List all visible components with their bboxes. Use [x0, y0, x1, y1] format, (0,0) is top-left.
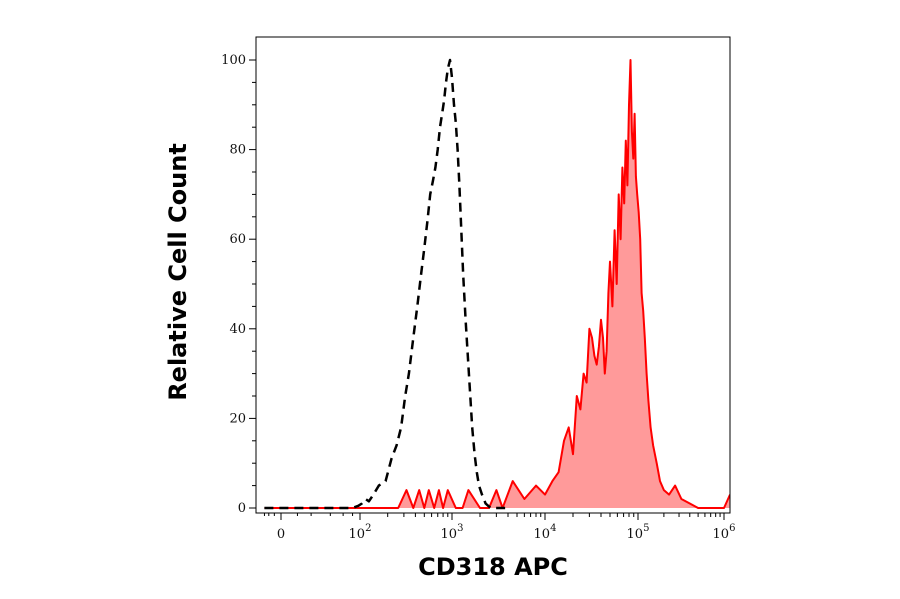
y-tick-label: 100 — [221, 53, 246, 68]
y-tick-label: 60 — [229, 232, 246, 247]
x-tick-label: 106 — [713, 523, 736, 542]
y-axis-title: Relative Cell Count — [164, 143, 192, 401]
series-area — [264, 60, 730, 508]
x-tick-label: 102 — [349, 523, 372, 542]
x-tick-label: 104 — [534, 523, 557, 542]
y-tick-label: 0 — [238, 501, 246, 516]
x-axis-title: CD318 APC — [418, 553, 568, 581]
plot-area — [264, 58, 730, 510]
y-tick-label: 40 — [229, 322, 246, 337]
series-line-dashed — [264, 58, 508, 510]
y-tick-label: 80 — [229, 143, 246, 158]
x-tick-label: 105 — [627, 523, 650, 542]
x-axis: 0 102 103 104 105 106 — [263, 513, 736, 542]
y-axis: 0 20 40 60 80 100 — [221, 53, 256, 516]
plot-frame — [255, 36, 731, 514]
series-line-filled — [264, 59, 730, 509]
y-tick-label: 20 — [229, 411, 246, 426]
x-tick-label: 0 — [277, 527, 285, 542]
x-tick-label: 103 — [441, 523, 464, 542]
